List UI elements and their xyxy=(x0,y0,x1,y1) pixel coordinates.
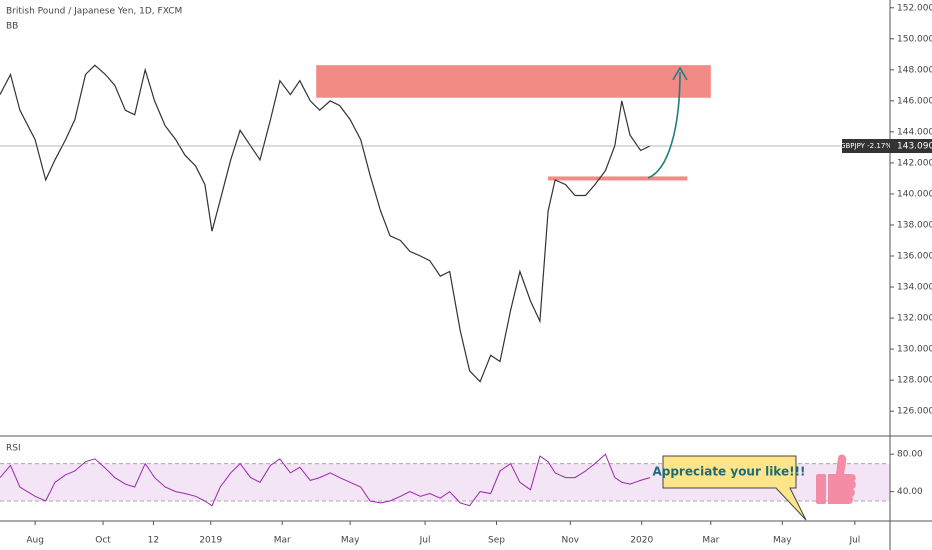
x-tick-label: Mar xyxy=(702,536,719,546)
rsi-label: RSI xyxy=(6,444,21,454)
rsi-line xyxy=(0,453,651,507)
price-line xyxy=(0,64,651,383)
thumbs-up-icon xyxy=(816,454,856,504)
symbol-label: GBPJPY -2.17% xyxy=(840,142,892,150)
y-tick-label: 130.000 xyxy=(897,345,932,355)
x-tick-label: Nov xyxy=(562,536,580,546)
y-tick-label: 132.000 xyxy=(897,314,932,324)
x-tick-label: Jul xyxy=(419,536,431,546)
indicator-label: BB xyxy=(6,22,18,32)
y-tick-label: 148.000 xyxy=(897,65,932,75)
x-tick-label: 2019 xyxy=(199,536,222,546)
chart-title: British Pound / Japanese Yen, 1D, FXCM xyxy=(6,7,182,17)
y-tick-label: 152.000 xyxy=(897,3,932,13)
x-tick-label: May xyxy=(773,536,792,546)
y-tick-label: 142.000 xyxy=(897,158,932,168)
last-price-tag xyxy=(890,139,932,154)
callout-bubble xyxy=(662,455,807,521)
last-price-label: 143.090 xyxy=(897,142,932,152)
support-level xyxy=(548,176,688,181)
y-tick-label: 140.000 xyxy=(897,189,932,199)
x-tick-label: 12 xyxy=(148,536,159,546)
y-tick-label: 138.000 xyxy=(897,220,932,230)
y-tick-label: 146.000 xyxy=(897,96,932,106)
rsi-tick-label: 40.00 xyxy=(897,487,923,497)
x-tick-label: 2020 xyxy=(630,536,653,546)
projection-arrow xyxy=(647,71,681,179)
x-tick-label: Sep xyxy=(488,536,505,546)
callout-text: Appreciate your like!!! xyxy=(652,465,805,479)
y-tick-label: 126.000 xyxy=(897,407,932,417)
x-tick-label: Jul xyxy=(848,536,860,546)
x-tick-label: Mar xyxy=(274,536,291,546)
x-tick-label: Oct xyxy=(95,536,111,546)
symbol-tag xyxy=(842,139,890,154)
arrow-head xyxy=(672,66,688,81)
rsi-tick-label: 80.00 xyxy=(897,450,923,460)
y-tick-label: 150.000 xyxy=(897,34,932,44)
x-tick-label: May xyxy=(341,536,360,546)
resistance-zone xyxy=(316,65,711,98)
y-tick-label: 144.000 xyxy=(897,127,932,137)
x-tick-label: Aug xyxy=(26,536,44,546)
y-tick-label: 134.000 xyxy=(897,283,932,293)
y-tick-label: 136.000 xyxy=(897,252,932,262)
y-tick-label: 128.000 xyxy=(897,376,932,386)
